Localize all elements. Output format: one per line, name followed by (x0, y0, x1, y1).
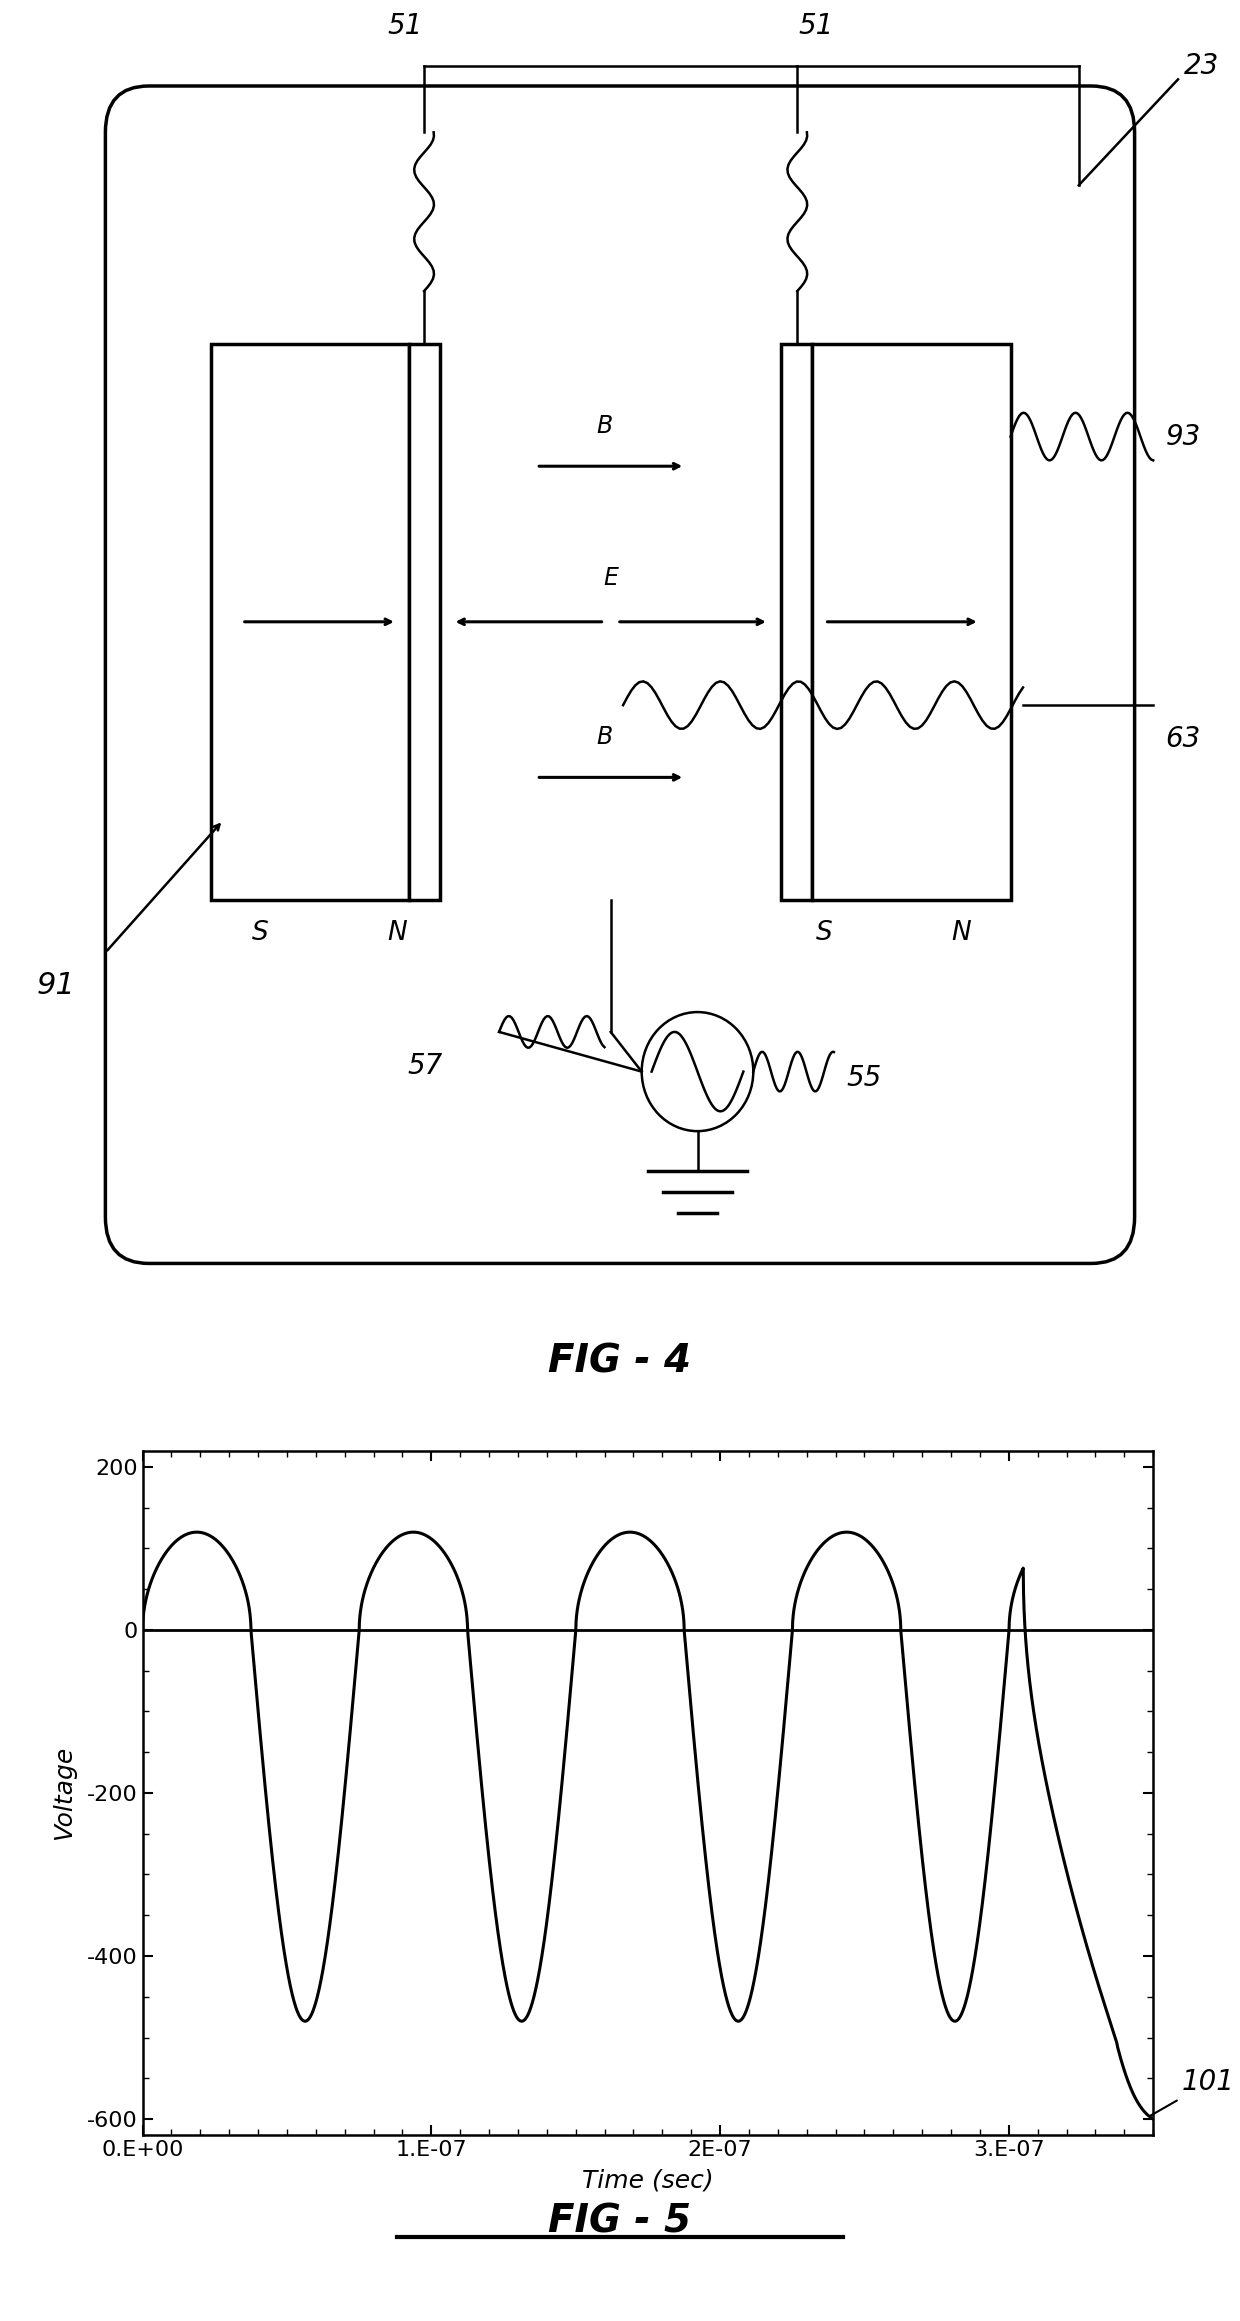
Text: S: S (816, 919, 833, 945)
Text: 51: 51 (388, 12, 423, 39)
FancyBboxPatch shape (105, 86, 1135, 1263)
Text: 91: 91 (36, 970, 76, 1000)
Text: S: S (252, 919, 269, 945)
X-axis label: Time (sec): Time (sec) (582, 2168, 714, 2193)
Bar (781, 344, 812, 901)
Text: 101: 101 (1149, 2068, 1235, 2117)
Bar (409, 344, 440, 901)
Text: 51: 51 (799, 12, 833, 39)
Text: B: B (596, 413, 613, 439)
Text: 93: 93 (1166, 422, 1200, 450)
Text: B: B (596, 724, 613, 750)
Bar (211, 344, 409, 901)
Text: 63: 63 (1166, 724, 1200, 752)
Text: N: N (387, 919, 407, 945)
Text: 55: 55 (847, 1065, 882, 1093)
Bar (812, 344, 1011, 901)
Text: 23: 23 (1184, 51, 1219, 81)
Text: N: N (951, 919, 971, 945)
Text: FIG - 4: FIG - 4 (548, 1344, 692, 1381)
Text: FIG - 5: FIG - 5 (548, 2203, 692, 2240)
Y-axis label: Voltage: Voltage (52, 1745, 76, 1841)
Text: 57: 57 (407, 1051, 443, 1079)
Text: E: E (604, 566, 618, 590)
